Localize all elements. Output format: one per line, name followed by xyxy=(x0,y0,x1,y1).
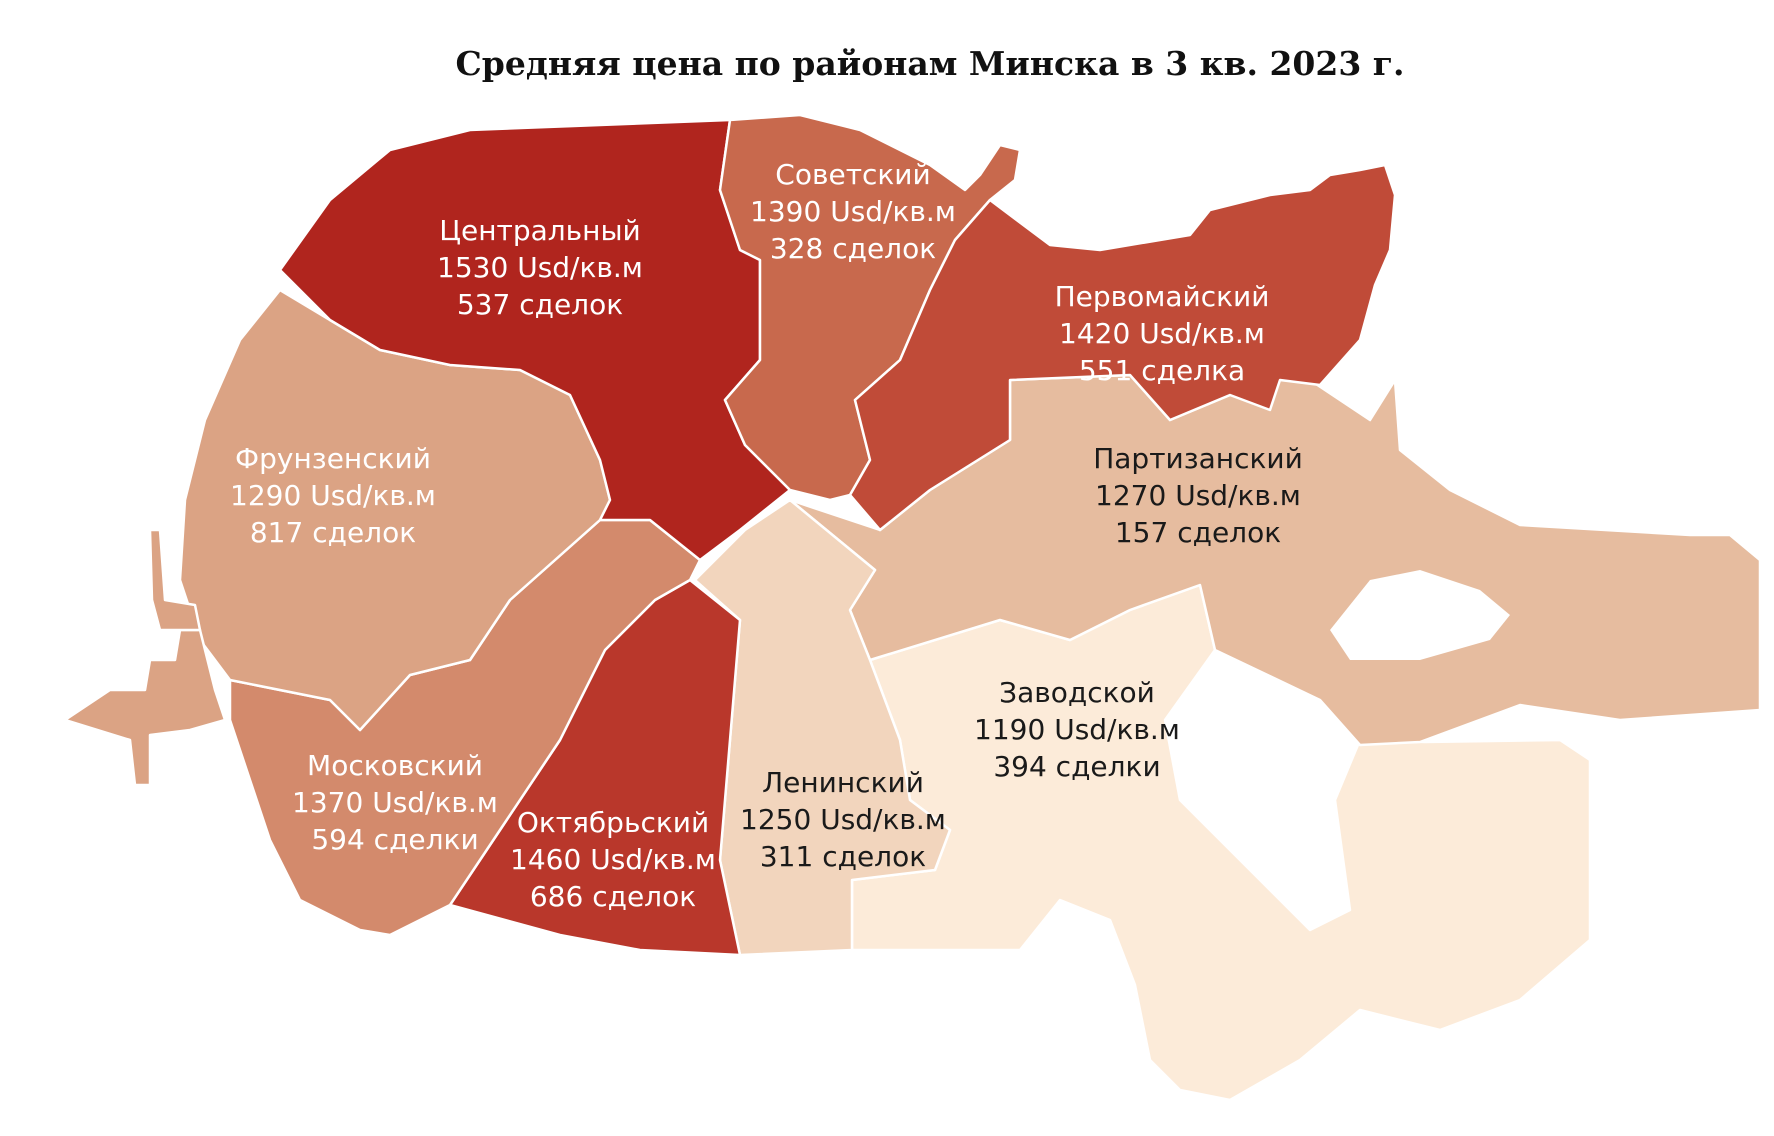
district-price: 1420 Usd/кв.м xyxy=(1059,317,1265,350)
district-central[interactable] xyxy=(278,118,792,562)
map-title: Средняя цена по районам Минска в 3 кв. 2… xyxy=(455,44,1405,83)
district-name: Первомайский xyxy=(1055,280,1270,313)
district-price: 1290 Usd/кв.м xyxy=(230,479,436,512)
district-deals: 817 сделок xyxy=(250,516,416,549)
district-deals: 686 сделок xyxy=(530,880,696,913)
label-moskovsky: Московский 1370 Usd/кв.м 594 сделки xyxy=(292,749,498,856)
label-oktyabrsky: Октябрьский 1460 Usd/кв.м 686 сделок xyxy=(510,806,716,913)
label-pervomaisky: Первомайский 1420 Usd/кв.м 551 сделка xyxy=(1055,280,1270,387)
label-frunzensky: Фрунзенский 1290 Usd/кв.м 817 сделок xyxy=(230,442,436,549)
district-deals: 311 сделок xyxy=(760,840,926,873)
district-deals: 157 сделок xyxy=(1115,516,1281,549)
district-price: 1270 Usd/кв.м xyxy=(1095,479,1301,512)
district-deals: 328 сделок xyxy=(770,232,936,265)
district-deals: 551 сделка xyxy=(1079,354,1245,387)
label-partizansky: Партизанский 1270 Usd/кв.м 157 сделок xyxy=(1093,442,1303,549)
district-price: 1530 Usd/кв.м xyxy=(437,251,643,284)
district-deals: 537 сделок xyxy=(457,288,623,321)
label-sovetsky: Советский 1390 Usd/кв.м 328 сделок xyxy=(750,158,956,265)
district-price: 1370 Usd/кв.м xyxy=(292,786,498,819)
district-price: 1460 Usd/кв.м xyxy=(510,843,716,876)
district-deals: 394 сделки xyxy=(993,750,1160,783)
district-price: 1190 Usd/кв.м xyxy=(974,713,1180,746)
district-price: 1250 Usd/кв.м xyxy=(740,803,946,836)
district-deals: 594 сделки xyxy=(311,823,478,856)
district-frunzensky-strip xyxy=(148,528,202,632)
district-name: Ленинский xyxy=(762,766,924,799)
district-price: 1390 Usd/кв.м xyxy=(750,195,956,228)
label-zavodskoy: Заводской 1190 Usd/кв.м 394 сделки xyxy=(974,676,1180,783)
district-name: Московский xyxy=(307,749,483,782)
district-name: Партизанский xyxy=(1093,442,1303,475)
district-pervomaisky[interactable] xyxy=(848,163,1397,532)
district-frunzensky-west xyxy=(63,628,227,787)
district-name: Фрунзенский xyxy=(235,442,431,475)
district-name: Октябрьский xyxy=(517,806,709,839)
district-name: Центральный xyxy=(439,214,641,247)
label-central: Центральный 1530 Usd/кв.м 537 сделок xyxy=(437,214,643,321)
label-leninsky: Ленинский 1250 Usd/кв.м 311 сделок xyxy=(740,766,946,873)
district-name: Заводской xyxy=(999,676,1155,709)
district-name: Советский xyxy=(775,158,930,191)
